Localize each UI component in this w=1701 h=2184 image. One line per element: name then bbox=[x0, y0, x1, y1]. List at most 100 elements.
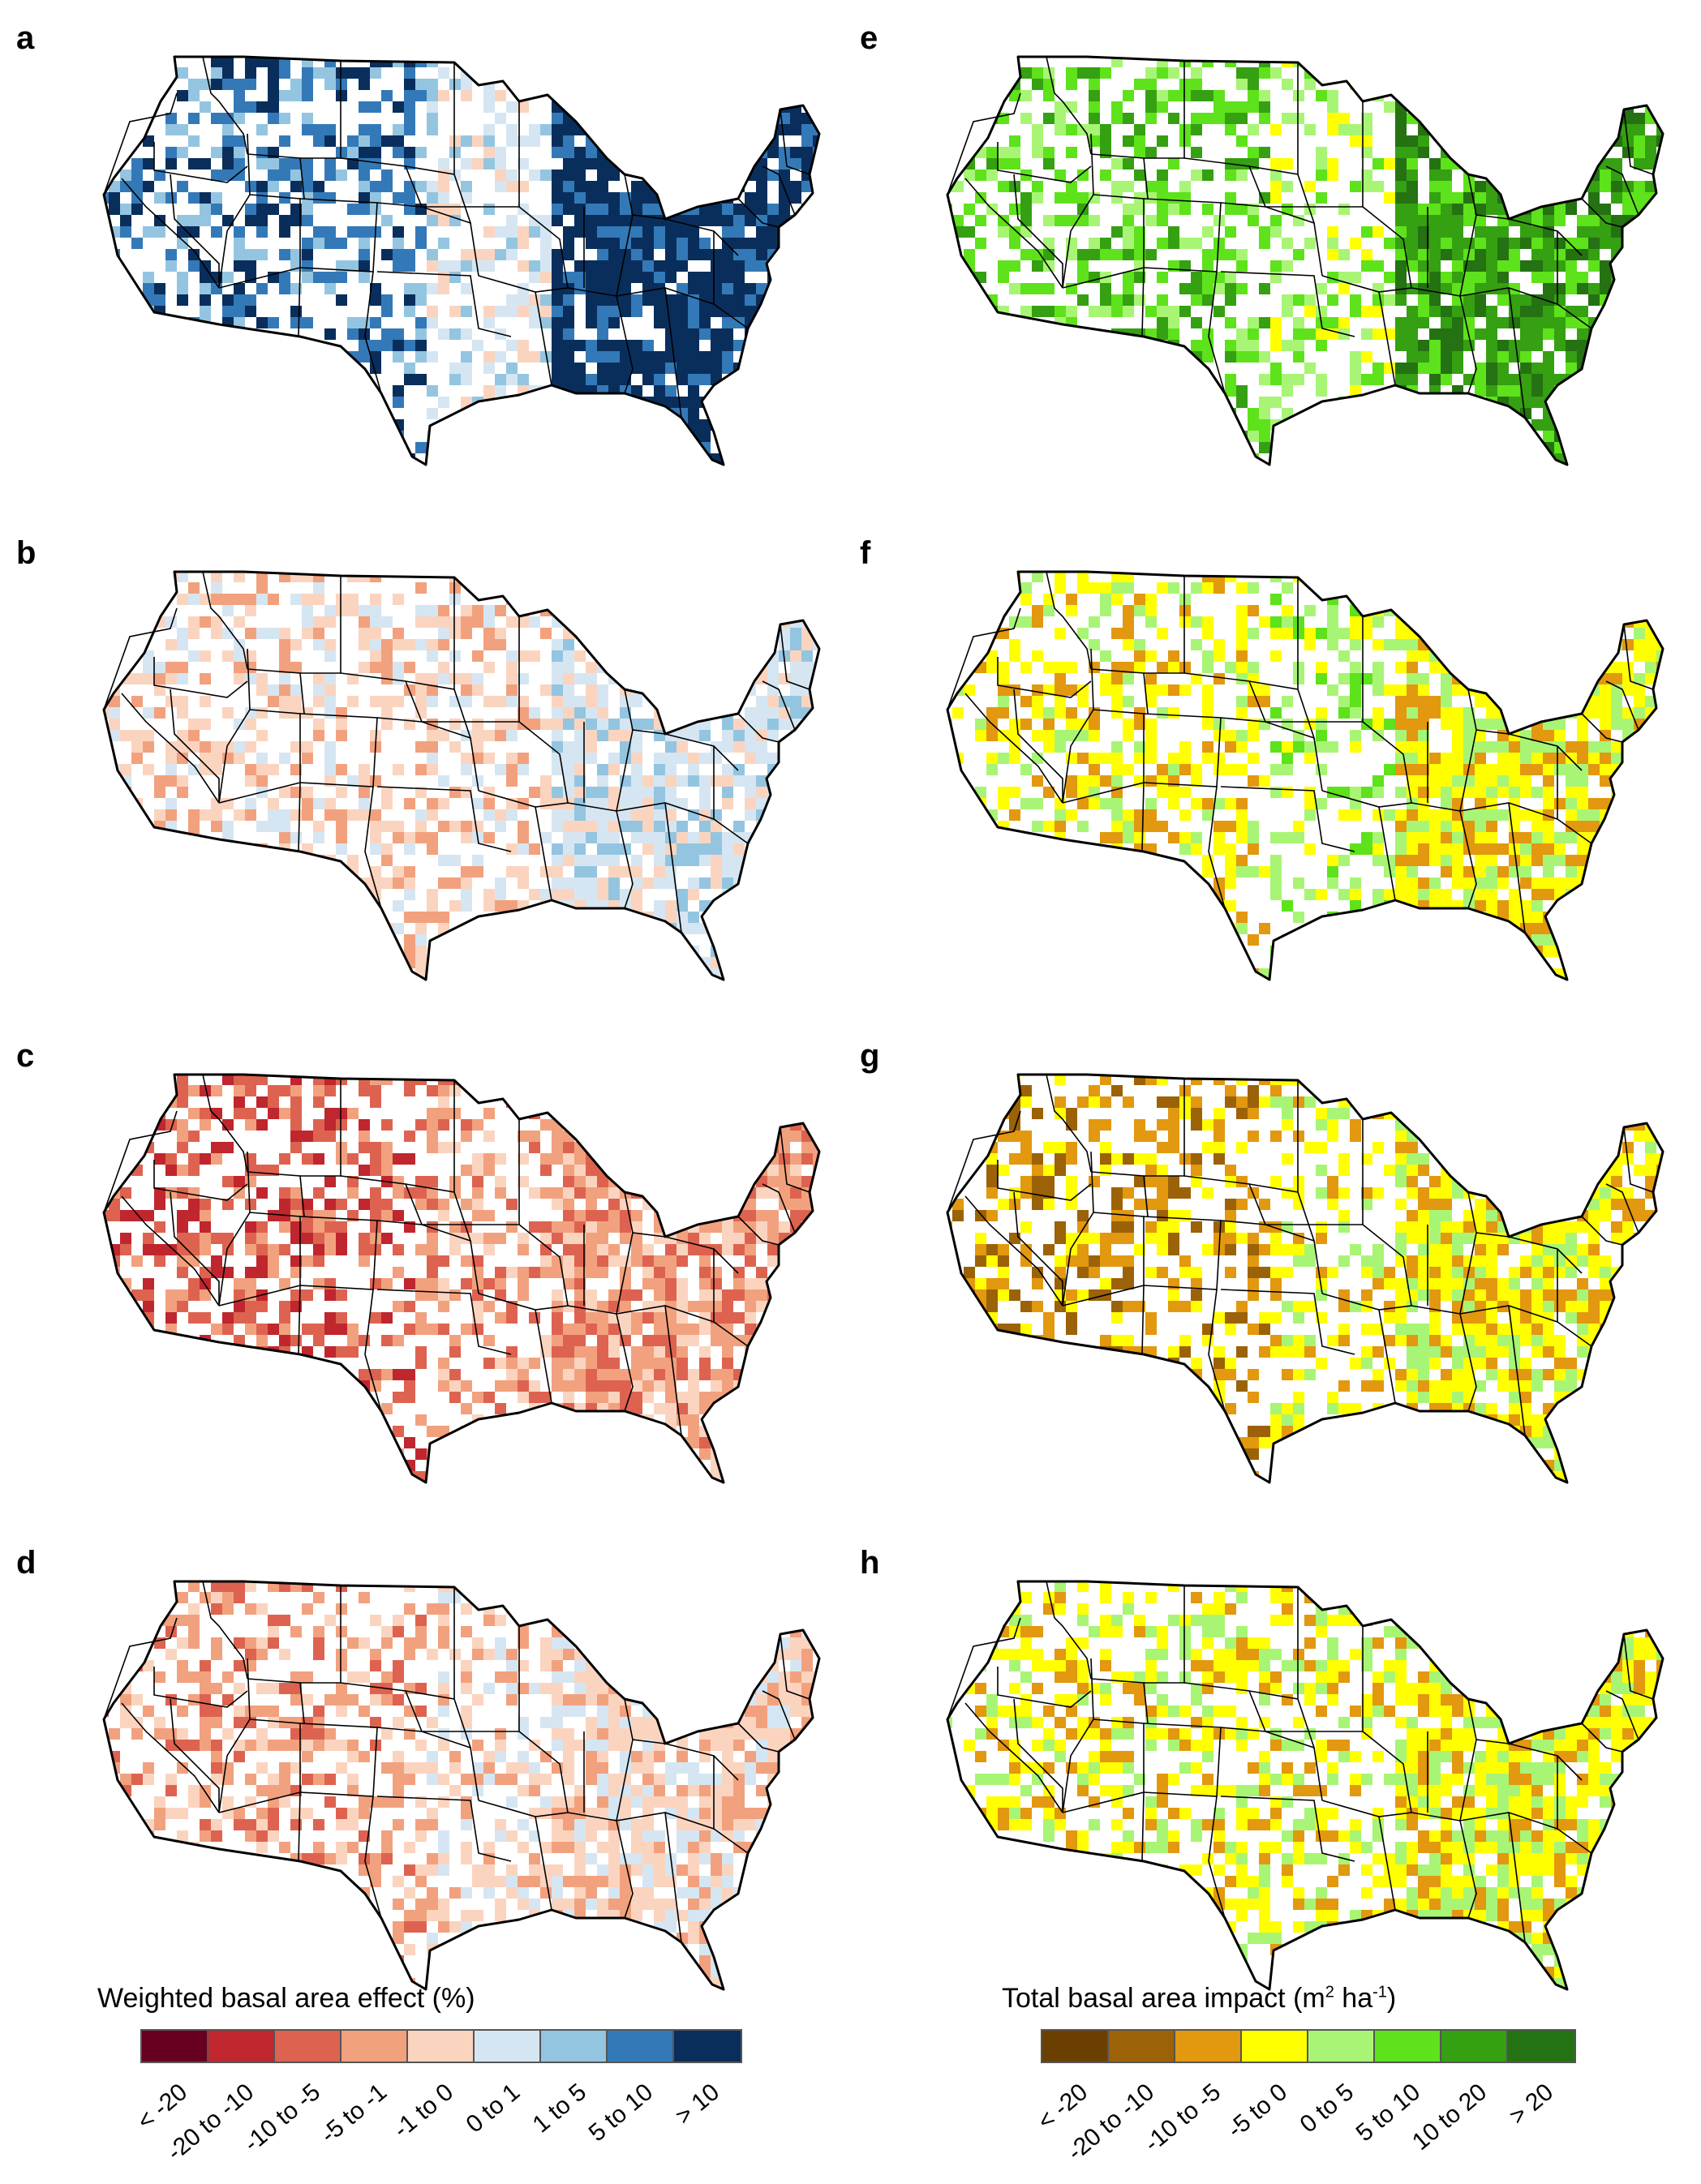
raster-cell bbox=[188, 809, 200, 821]
raster-cell bbox=[665, 272, 677, 283]
raster-cell bbox=[642, 605, 654, 616]
raster-cell bbox=[608, 101, 620, 113]
raster-cell bbox=[177, 1255, 188, 1267]
raster-cell bbox=[608, 1165, 620, 1176]
raster-cell bbox=[461, 1324, 472, 1335]
raster-cell bbox=[165, 1482, 177, 1494]
raster-cell bbox=[711, 1414, 722, 1426]
raster-cell bbox=[552, 1075, 563, 1085]
raster-cell bbox=[654, 226, 665, 238]
raster-cell bbox=[779, 1649, 790, 1660]
raster-cell bbox=[745, 431, 756, 442]
raster-cell bbox=[347, 363, 359, 374]
raster-cell bbox=[552, 453, 563, 465]
state-border bbox=[713, 746, 749, 844]
raster-cell bbox=[370, 968, 381, 980]
raster-cell bbox=[393, 1426, 404, 1437]
raster-cell bbox=[756, 419, 767, 431]
raster-cell bbox=[256, 101, 268, 113]
raster-cell bbox=[381, 465, 393, 476]
raster-cell bbox=[540, 408, 552, 419]
raster-cell bbox=[313, 1460, 324, 1471]
raster-cell bbox=[472, 1210, 483, 1221]
raster-cell bbox=[370, 147, 381, 158]
raster-cell bbox=[359, 957, 370, 968]
raster-cell bbox=[393, 832, 404, 843]
raster-cell bbox=[813, 1615, 819, 1626]
raster-cell bbox=[256, 158, 268, 169]
raster-cell bbox=[347, 855, 359, 866]
raster-cell bbox=[824, 1153, 835, 1165]
raster-cell bbox=[642, 832, 654, 843]
raster-cell bbox=[756, 192, 767, 204]
state-border bbox=[664, 802, 682, 933]
raster-cell bbox=[620, 294, 631, 306]
raster-cell bbox=[790, 968, 801, 980]
raster-cell bbox=[427, 192, 438, 204]
raster-cell bbox=[381, 1278, 393, 1289]
raster-cell bbox=[756, 696, 767, 707]
raster-cell bbox=[313, 226, 324, 238]
raster-cell bbox=[154, 775, 165, 787]
raster-cell bbox=[733, 684, 745, 696]
raster-cell bbox=[563, 650, 574, 662]
raster-cell bbox=[597, 764, 608, 775]
raster-cell bbox=[359, 809, 370, 821]
raster-cell bbox=[813, 741, 819, 753]
raster-cell bbox=[109, 912, 120, 923]
raster-cell bbox=[813, 1108, 819, 1119]
raster-cell bbox=[506, 181, 518, 192]
raster-cell bbox=[324, 1199, 336, 1210]
raster-cell bbox=[711, 1244, 722, 1255]
raster-cell bbox=[177, 1437, 188, 1448]
raster-cell bbox=[563, 1603, 574, 1615]
raster-cell bbox=[483, 1471, 495, 1482]
raster-cell bbox=[540, 1335, 552, 1346]
raster-cell bbox=[404, 90, 415, 101]
raster-cell bbox=[597, 1312, 608, 1324]
raster-cell bbox=[461, 753, 472, 764]
raster-cell bbox=[801, 1096, 813, 1108]
raster-cell bbox=[597, 832, 608, 843]
raster-cell bbox=[222, 67, 234, 79]
raster-cell bbox=[824, 1221, 835, 1233]
raster-cell bbox=[234, 317, 245, 328]
raster-cell bbox=[313, 1131, 324, 1142]
raster-cell bbox=[756, 476, 767, 487]
raster-cell bbox=[506, 374, 518, 385]
raster-cell bbox=[427, 1142, 438, 1153]
raster-cell bbox=[104, 1626, 109, 1637]
raster-cell bbox=[767, 147, 779, 158]
raster-cell bbox=[415, 787, 427, 798]
raster-cell bbox=[120, 1346, 131, 1358]
raster-cell bbox=[733, 594, 745, 605]
raster-cell bbox=[733, 673, 745, 684]
raster-cell bbox=[824, 1142, 835, 1153]
raster-cell bbox=[97, 560, 109, 571]
raster-cell bbox=[449, 673, 461, 684]
raster-cell bbox=[143, 363, 154, 374]
raster-cell bbox=[109, 1626, 120, 1637]
raster-cell bbox=[188, 1471, 200, 1482]
raster-cell bbox=[506, 900, 518, 912]
raster-cell bbox=[654, 650, 665, 662]
raster-cell bbox=[302, 1482, 313, 1494]
raster-cell bbox=[711, 1119, 722, 1131]
raster-cell bbox=[642, 45, 654, 56]
raster-cell bbox=[131, 1637, 143, 1649]
raster-cell bbox=[824, 866, 835, 877]
raster-cell bbox=[597, 158, 608, 169]
raster-cell bbox=[597, 628, 608, 639]
raster-cell bbox=[654, 1255, 665, 1267]
raster-cell bbox=[404, 363, 415, 374]
raster-cell bbox=[722, 775, 733, 787]
raster-cell bbox=[688, 1380, 699, 1392]
raster-cell bbox=[654, 855, 665, 866]
raster-cell bbox=[608, 900, 620, 912]
raster-cell bbox=[677, 662, 688, 673]
raster-cell bbox=[756, 889, 767, 900]
raster-cell bbox=[256, 1165, 268, 1176]
raster-cell bbox=[415, 832, 427, 843]
raster-cell bbox=[290, 1119, 302, 1131]
raster-cell bbox=[347, 1380, 359, 1392]
